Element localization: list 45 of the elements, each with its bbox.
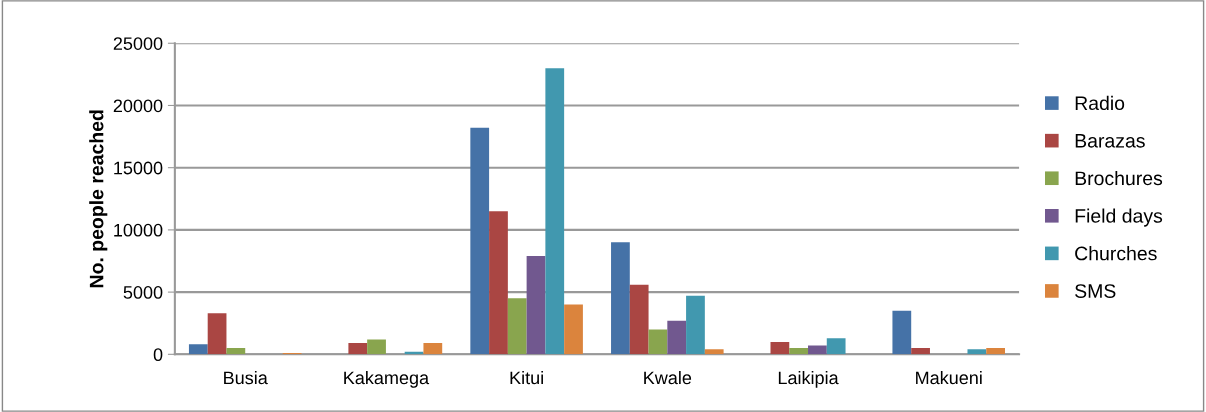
y-tick-label: 25000 [113, 37, 163, 50]
x-tick-label: Kitui [510, 370, 543, 385]
legend-label: Churches [1075, 246, 1157, 261]
bar [526, 256, 546, 355]
y-tick-label: 20000 [113, 99, 163, 113]
y-tick-label: 0 [153, 348, 163, 362]
legend-label: Barazas [1075, 134, 1145, 148]
x-tick-label: Makueni [916, 370, 982, 385]
x-tick-label: Busia [224, 370, 268, 385]
bar [704, 349, 724, 355]
x-tick-label: Kwale [644, 370, 692, 385]
bar [188, 344, 208, 355]
bar [423, 343, 443, 355]
bar [986, 348, 1005, 355]
bar [667, 320, 687, 355]
y-tick-label: 10000 [114, 223, 163, 237]
bar [770, 341, 790, 355]
bar [470, 127, 490, 355]
bar [207, 313, 227, 355]
bar [648, 329, 668, 355]
bar [564, 304, 583, 355]
legend-label: Radio [1075, 95, 1125, 111]
y-axis-title: No. people reached [89, 110, 108, 288]
y-tick-label: 15000 [114, 161, 163, 175]
y-tick-label: 5000 [123, 286, 163, 299]
bar [226, 348, 246, 355]
x-tick-label: Laikipia [778, 370, 839, 388]
bar [489, 211, 508, 355]
bar [789, 348, 809, 355]
bar [348, 343, 368, 355]
bar [911, 348, 930, 355]
bar [686, 295, 705, 355]
legend-label: Field days [1075, 208, 1163, 227]
bar [892, 310, 912, 355]
legend-label: Brochures [1075, 170, 1163, 186]
bar [826, 338, 846, 355]
bar [967, 349, 987, 355]
x-tick-label: Kakamega [344, 370, 430, 388]
bar [611, 242, 630, 355]
bar [367, 339, 386, 355]
bar [629, 284, 649, 355]
legend-label: SMS [1075, 284, 1116, 298]
bar [545, 68, 565, 355]
bar [507, 298, 527, 355]
bar [808, 345, 827, 355]
